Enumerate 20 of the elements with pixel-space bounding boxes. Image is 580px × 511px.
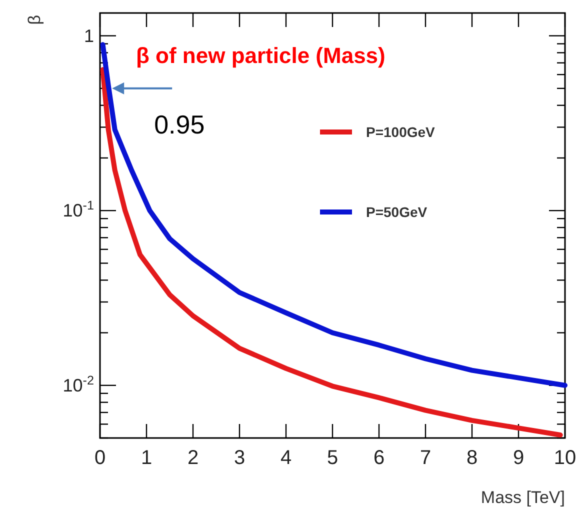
y-tick-label: 1 [84, 26, 94, 46]
x-tick-label: 7 [420, 447, 432, 469]
x-tick-label: 4 [280, 447, 292, 469]
x-tick-label: 0 [94, 447, 106, 469]
legend-label: P=100GeV [366, 124, 436, 140]
x-tick-label: 1 [140, 447, 152, 469]
x-tick-label: 2 [187, 447, 199, 469]
x-tick-label: 9 [512, 447, 524, 469]
x-axis-title: Mass [TeV] [480, 488, 565, 507]
y-axis-title: β [25, 14, 44, 25]
annotation: 0.95 [154, 109, 205, 140]
x-tick-label: 10 [554, 447, 576, 469]
text: β of new particle (Mass) [136, 43, 386, 68]
x-tick-label: 5 [326, 447, 338, 469]
x-tick-label: 3 [234, 447, 246, 469]
y-tick-label: 10$^{-1}$ [62, 198, 94, 221]
y-tick-label: 10$^{-2}$ [62, 373, 94, 396]
legend-label: P=50GeV [366, 204, 428, 220]
x-tick-label: 8 [466, 447, 478, 469]
x-tick-label: 6 [373, 447, 385, 469]
